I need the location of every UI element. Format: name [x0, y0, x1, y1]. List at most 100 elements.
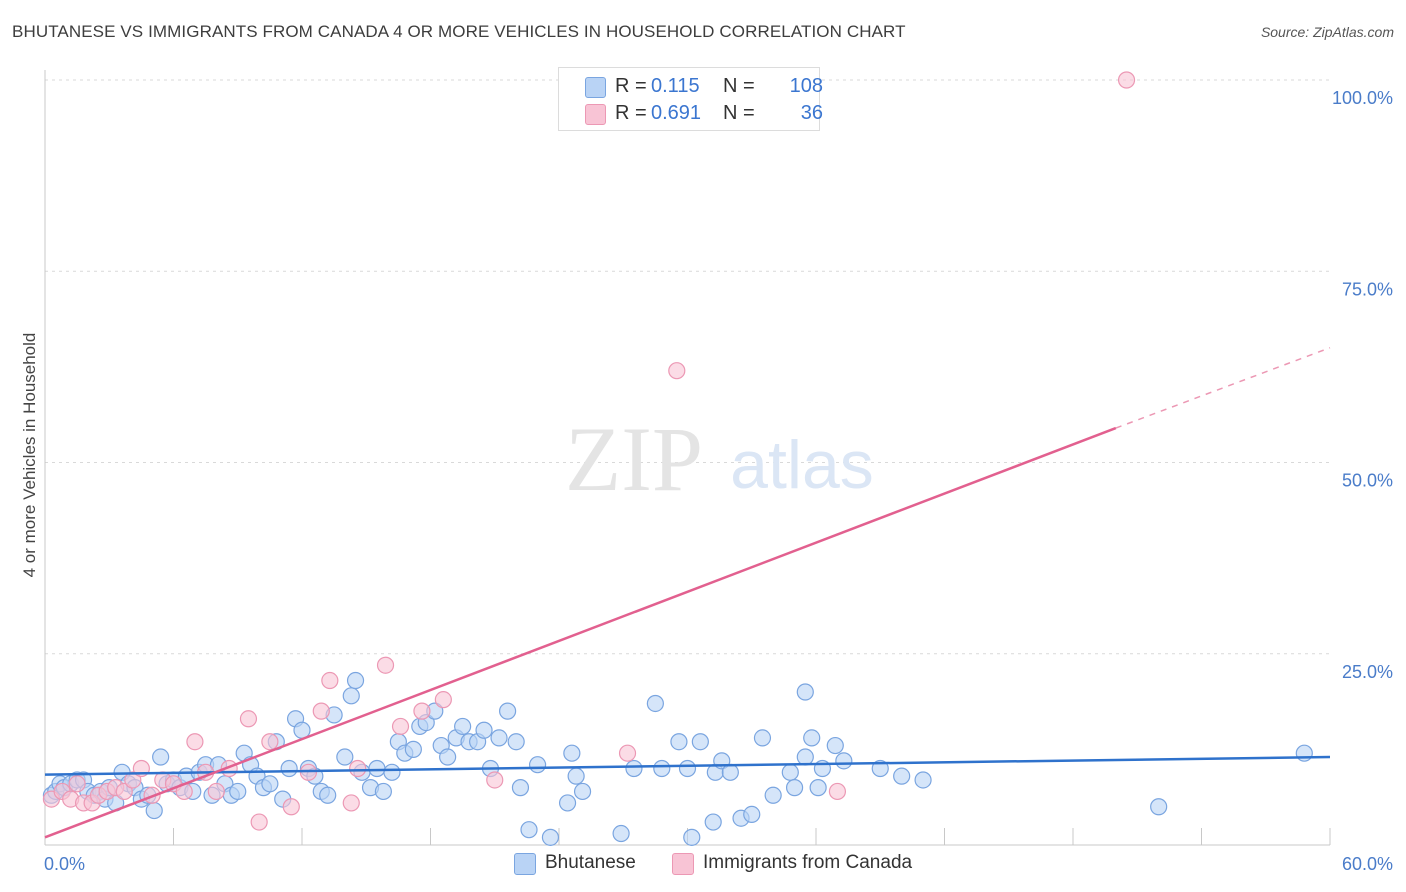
point-bhutanese — [721, 763, 739, 781]
point-bhutanese — [342, 687, 360, 705]
point-canada — [486, 771, 504, 789]
legend-swatch-pink — [585, 104, 606, 125]
point-bhutanese — [319, 786, 337, 804]
trendline-canada — [44, 426, 1117, 839]
point-bhutanese — [835, 752, 853, 770]
point-bhutanese — [743, 805, 761, 824]
tick-labels: 25.0% 50.0% 75.0% 100.0% 0.0% 60.0% — [44, 88, 1393, 874]
legend-r-value: 0.115 — [651, 75, 700, 97]
point-bhutanese — [439, 748, 457, 766]
series-canada-points — [42, 71, 1136, 831]
legend-swatch-blue — [585, 77, 606, 98]
point-canada — [342, 794, 360, 812]
point-canada — [349, 759, 367, 778]
point-bhutanese — [541, 828, 560, 846]
point-canada — [828, 782, 847, 801]
legend-n-label: N = — [723, 102, 755, 124]
bottom-legend-label: Bhutanese — [545, 852, 636, 873]
point-bhutanese — [475, 721, 493, 739]
point-bhutanese — [809, 779, 827, 797]
point-bhutanese — [803, 729, 821, 747]
legend-r-label: R = — [615, 75, 647, 97]
point-canada — [376, 656, 395, 674]
point-canada — [312, 702, 330, 720]
point-bhutanese — [567, 767, 585, 785]
point-bhutanese — [383, 763, 401, 781]
point-bhutanese — [563, 744, 581, 762]
point-bhutanese — [646, 694, 664, 713]
point-canada — [115, 782, 133, 801]
point-canada — [207, 782, 225, 801]
point-bhutanese — [336, 748, 354, 766]
point-bhutanese — [507, 733, 525, 751]
point-canada — [282, 798, 300, 816]
point-canada — [434, 691, 452, 709]
y-tick-label: 100.0% — [1332, 88, 1393, 108]
point-bhutanese — [573, 782, 592, 801]
legend-n-value: 36 — [800, 102, 823, 124]
point-bhutanese — [1150, 798, 1168, 816]
point-bhutanese — [893, 767, 911, 785]
point-bhutanese — [454, 717, 472, 736]
watermark-zip: ZIP — [565, 408, 703, 510]
point-canada — [261, 733, 279, 751]
point-bhutanese — [229, 782, 247, 801]
point-bhutanese — [490, 729, 508, 747]
point-bhutanese — [374, 782, 392, 801]
point-bhutanese — [558, 794, 577, 812]
y-tick-label: 50.0% — [1342, 471, 1393, 491]
legend-r-value: 0.691 — [651, 102, 702, 124]
point-bhutanese — [683, 828, 701, 846]
point-bhutanese — [678, 759, 697, 778]
point-bhutanese — [914, 771, 932, 789]
point-canada — [186, 733, 204, 751]
point-canada — [668, 362, 686, 380]
trendline-bhutanese — [44, 755, 1331, 776]
point-canada — [239, 710, 258, 728]
point-canada — [391, 717, 410, 736]
trendline-canada-extension — [1115, 347, 1331, 429]
y-tick-label: 75.0% — [1342, 279, 1393, 299]
chart-title: BHUTANESE VS IMMIGRANTS FROM CANADA 4 OR… — [12, 22, 906, 41]
point-bhutanese — [520, 821, 538, 839]
point-bhutanese — [346, 671, 365, 690]
watermark-atlas: atlas — [730, 427, 874, 503]
point-bhutanese — [753, 729, 772, 747]
point-bhutanese — [528, 756, 547, 774]
point-bhutanese — [280, 759, 298, 778]
point-bhutanese — [785, 779, 804, 797]
point-bhutanese — [511, 779, 530, 797]
point-bhutanese — [871, 759, 889, 778]
legend-n-value: 108 — [789, 75, 823, 97]
point-canada — [321, 671, 339, 690]
legend-box: R = 0.115 N = 108 R = 0.691 N = 36 — [558, 67, 823, 131]
y-tick-label: 25.0% — [1342, 662, 1393, 682]
point-canada — [618, 744, 637, 762]
point-canada — [68, 775, 86, 793]
point-bhutanese — [1295, 744, 1313, 762]
point-bhutanese — [704, 813, 722, 831]
point-canada — [1117, 71, 1136, 89]
point-bhutanese — [368, 759, 386, 778]
point-canada — [250, 813, 268, 831]
point-bhutanese — [764, 786, 782, 804]
point-bhutanese — [145, 801, 163, 820]
legend-n-label: N = — [723, 75, 755, 97]
point-bhutanese — [499, 702, 517, 720]
point-bhutanese — [796, 748, 814, 766]
point-bhutanese — [261, 775, 279, 793]
x-tick-label: 0.0% — [44, 854, 85, 874]
point-canada — [124, 771, 142, 789]
point-bhutanese — [152, 748, 170, 766]
point-canada — [413, 702, 431, 720]
bottom-legend-label: Immigrants from Canada — [703, 852, 913, 873]
point-bhutanese — [781, 763, 799, 781]
trendlines — [44, 347, 1331, 839]
gridlines — [45, 79, 1330, 655]
watermark: ZIP atlas — [565, 408, 874, 510]
bottom-legend-swatch-blue — [514, 853, 536, 875]
point-bhutanese — [796, 683, 814, 701]
point-bhutanese — [670, 733, 688, 751]
point-bhutanese — [691, 733, 709, 751]
